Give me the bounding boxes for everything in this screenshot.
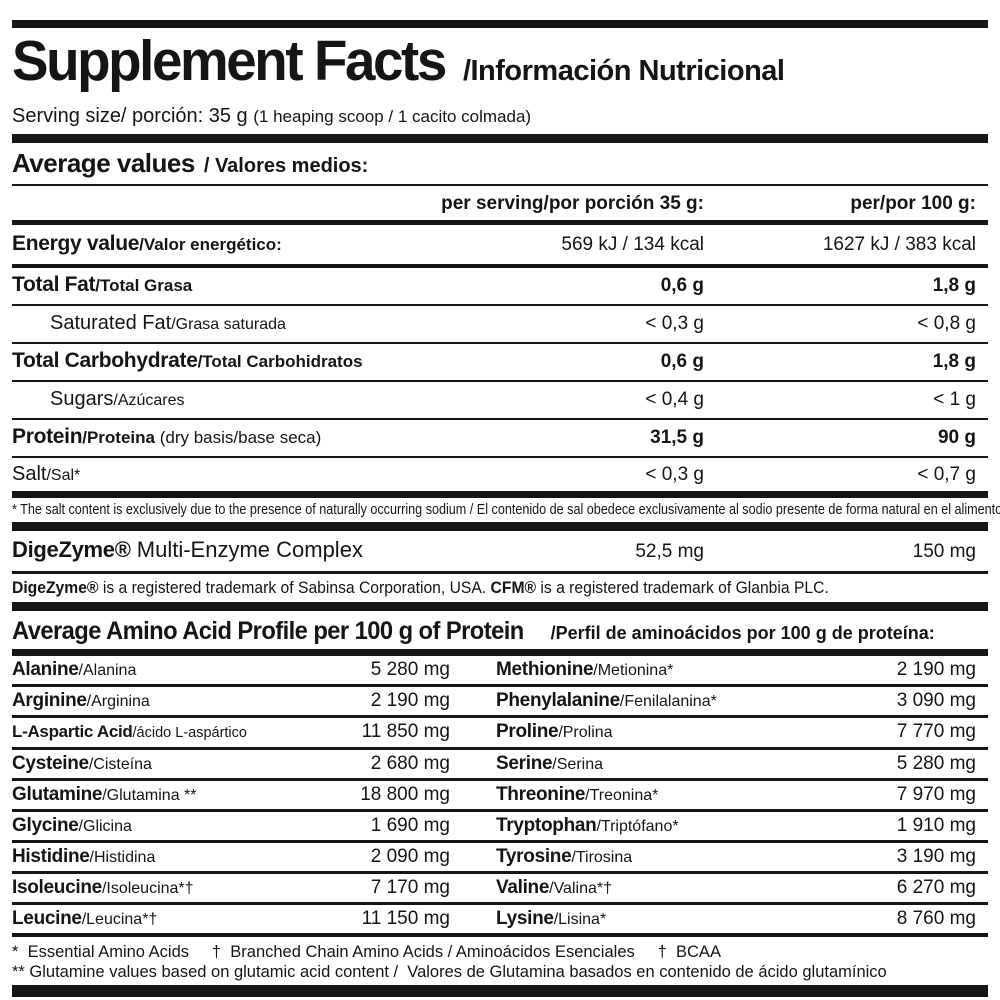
serving-size-note: (1 heaping scoop / 1 cacito colmada) [253, 107, 532, 126]
value-per-100g: < 0,8 g [917, 313, 976, 334]
serving-size-text: Serving size/ porción: 35 g [12, 105, 254, 127]
table-row-saturated-fat: Saturated Fat/Grasa saturada < 0,3 g < 0… [12, 306, 988, 344]
value-per-serving: < 0,3 g [645, 464, 704, 485]
supplement-facts-panel: Supplement Facts/Información Nutricional… [0, 20, 1000, 997]
value-per-serving: < 0,4 g [645, 389, 704, 410]
table-row-digezyme: DigeZyme® Multi-Enzyme Complex 52,5 mg 1… [12, 531, 988, 574]
amino-footnote-glutamine: ** Glutamine values based on glutamic ac… [12, 963, 887, 981]
amino-row-arginine-phenylalanine: Arginine/Arginina 2 190 mg Phenylalanine… [12, 687, 988, 718]
value-per-serving: 31,5 g [650, 427, 704, 448]
row-label: DigeZyme® Multi-Enzyme Complex [12, 537, 363, 562]
table-row-total-carbohydrate: Total Carbohydrate/Total Carbohidratos 0… [12, 344, 988, 382]
amino-footnote-essential: * Essential Amino Acids † Branched Chain… [12, 943, 721, 961]
amino-row-cysteine-serine: Cysteine/Cisteína 2 680 mg Serine/Serina… [12, 750, 988, 781]
title-spanish: /Información Nutricional [462, 55, 785, 87]
divider-bar [12, 134, 988, 143]
divider-bar [12, 522, 988, 531]
row-label: Protein/Proteina (dry basis/base seca) [12, 425, 322, 448]
divider-bar [12, 491, 988, 498]
value-per-100g: 1,8 g [932, 351, 976, 372]
value-per-100g: 1627 kJ / 383 kcal [822, 234, 976, 255]
value-per-100g: < 1 g [933, 389, 976, 410]
panel-title: Supplement Facts/Información Nutricional [12, 30, 988, 102]
value-per-serving: 0,6 g [660, 275, 704, 296]
column-header-per-serving: per serving/por porción 35 g: [441, 193, 704, 214]
trademark-footnote: DigeZyme® is a registered trademark of S… [12, 579, 829, 597]
serving-size-line: Serving size/ porción: 35 g (1 heaping s… [12, 104, 988, 129]
row-label: Energy value/Valor energético: [12, 232, 282, 255]
amino-row-histidine-tyrosine: Histidine/Histidina 2 090 mg Tyrosine/Ti… [12, 843, 988, 874]
amino-row-glutamine-threonine: Glutamine/Glutamina ** 18 800 mg Threoni… [12, 781, 988, 812]
row-label: Salt/Sal* [12, 463, 81, 485]
value-per-100g: 150 mg [912, 541, 976, 562]
table-row-sugars: Sugars/Azúcares < 0,4 g < 1 g [12, 382, 988, 420]
salt-footnote: * The salt content is exclusively due to… [12, 501, 1000, 518]
table-row-total-fat: Total Fat/Total Grasa 0,6 g 1,8 g [12, 268, 988, 306]
value-per-serving: 0,6 g [660, 351, 704, 372]
amino-heading-spanish: /Perfil de aminoácidos por 100 g de prot… [550, 623, 935, 643]
row-label: Total Fat/Total Grasa [12, 273, 193, 296]
amino-profile-heading: Average Amino Acid Profile per 100 g of … [12, 616, 988, 649]
amino-row-alanine-methionine: Alanine/Alanina 5 280 mg Methionine/Meti… [12, 656, 988, 687]
row-label: Sugars/Azúcares [50, 388, 185, 410]
value-per-100g: < 0,7 g [917, 464, 976, 485]
row-label: Saturated Fat/Grasa saturada [50, 312, 286, 334]
table-row-energy: Energy value/Valor energético: 569 kJ / … [12, 225, 988, 268]
top-divider-bar [12, 20, 988, 28]
amino-row-glycine-tryptophan: Glycine/Glicina 1 690 mg Tryptophan/Trip… [12, 812, 988, 843]
value-per-serving: 569 kJ / 134 kcal [561, 234, 704, 255]
value-per-serving: 52,5 mg [635, 541, 704, 562]
amino-row-leucine-lysine: Leucine/Leucina*† 11 150 mg Lysine/Lisin… [12, 905, 988, 937]
title-english: Supplement Facts [12, 29, 447, 93]
row-label: Total Carbohydrate/Total Carbohidratos [12, 349, 363, 372]
value-per-100g: 1,8 g [932, 275, 976, 296]
divider-bar [12, 649, 988, 656]
bottom-divider-bar [12, 985, 988, 997]
average-values-heading: Average values / Valores medios: [12, 148, 988, 186]
average-values-english: Average values [12, 148, 195, 178]
value-per-100g: 90 g [937, 427, 976, 448]
amino-heading-english: Average Amino Acid Profile per 100 g of … [12, 617, 524, 645]
table-row-protein: Protein/Proteina (dry basis/base seca) 3… [12, 420, 988, 458]
divider-bar [12, 602, 988, 611]
amino-row-aspartic-proline: L-Aspartic Acid/ácido L-aspártico 11 850… [12, 718, 988, 750]
amino-row-isoleucine-valine: Isoleucine/Isoleucina*† 7 170 mg Valine/… [12, 874, 988, 905]
column-header-row: per serving/por porción 35 g: per/por 10… [12, 186, 988, 225]
column-header-per-100g: per/por 100 g: [850, 193, 976, 214]
table-row-salt: Salt/Sal* < 0,3 g < 0,7 g [12, 458, 988, 491]
value-per-serving: < 0,3 g [645, 313, 704, 334]
average-values-spanish: / Valores medios: [203, 155, 369, 177]
